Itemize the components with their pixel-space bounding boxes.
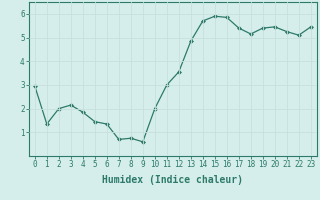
X-axis label: Humidex (Indice chaleur): Humidex (Indice chaleur) <box>102 175 243 185</box>
